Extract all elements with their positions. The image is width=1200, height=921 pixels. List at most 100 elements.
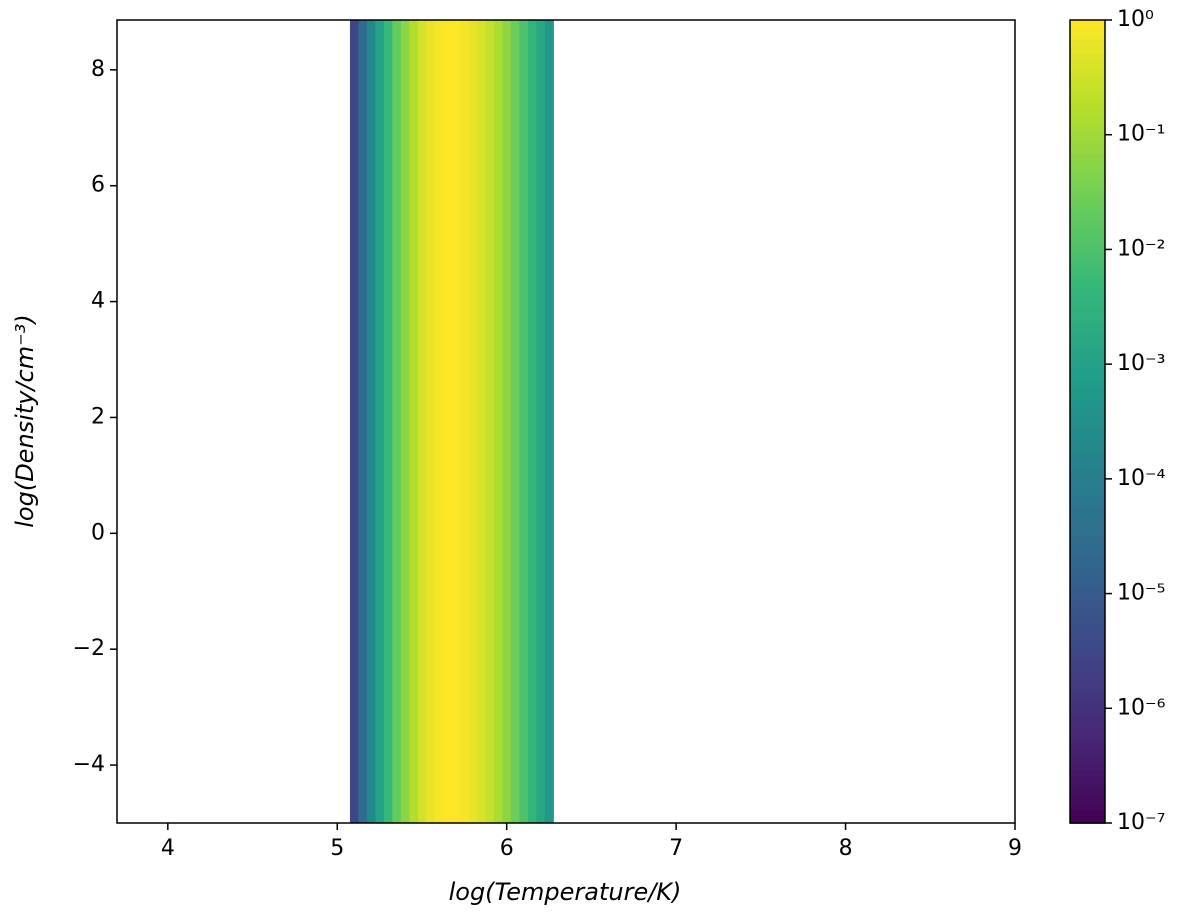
colorbar-gradient xyxy=(1070,280,1105,289)
heat-cell xyxy=(527,20,537,823)
colorbar-gradient xyxy=(1070,521,1105,530)
colorbar-gradient xyxy=(1070,347,1105,356)
colorbar-gradient xyxy=(1070,548,1105,557)
colorbar-tick-label: 10⁻⁶ xyxy=(1117,695,1166,720)
colorbar-gradient xyxy=(1070,86,1105,95)
colorbar-gradient xyxy=(1070,756,1105,764)
colorbar-gradient xyxy=(1070,742,1105,751)
colorbar-gradient xyxy=(1070,702,1105,711)
heat-cell xyxy=(502,20,512,823)
colorbar-gradient xyxy=(1070,789,1105,798)
colorbar-gradient xyxy=(1070,314,1105,322)
colorbar-gradient xyxy=(1070,434,1105,443)
colorbar-gradient xyxy=(1070,575,1105,583)
colorbar-gradient xyxy=(1070,448,1105,456)
heat-cell xyxy=(510,20,521,823)
heat-cell xyxy=(477,20,487,823)
colorbar-gradient xyxy=(1070,475,1105,483)
colorbar-gradient xyxy=(1070,301,1105,309)
colorbar-gradient xyxy=(1070,588,1105,597)
heat-cell xyxy=(383,20,393,823)
colorbar-gradient xyxy=(1070,207,1105,215)
colorbar-gradient xyxy=(1070,153,1105,162)
x-axis-label: log(Temperature/K) xyxy=(449,878,682,906)
colorbar-gradient xyxy=(1070,655,1105,664)
colorbar-gradient xyxy=(1070,381,1105,389)
colorbar-gradient xyxy=(1070,515,1105,523)
x-tick-label: 6 xyxy=(500,836,514,861)
colorbar-gradient xyxy=(1070,736,1105,744)
colorbar-gradient xyxy=(1070,642,1105,650)
colorbar-gradient xyxy=(1070,689,1105,697)
colorbar-gradient xyxy=(1070,495,1105,503)
y-tick-label: 8 xyxy=(91,57,105,82)
colorbar-gradient xyxy=(1070,127,1105,135)
colorbar-gradient xyxy=(1070,622,1105,630)
colorbar-gradient xyxy=(1070,454,1105,463)
y-tick-label: −2 xyxy=(73,636,105,661)
colorbar-tick-label: 10⁻² xyxy=(1117,236,1165,261)
colorbar-gradient xyxy=(1070,20,1105,28)
colorbar-gradient xyxy=(1070,40,1105,48)
colorbar-gradient xyxy=(1070,662,1105,670)
colorbar-gradient xyxy=(1070,401,1105,409)
heat-cell xyxy=(485,20,495,823)
colorbar-gradient xyxy=(1070,53,1105,61)
colorbar-gradient xyxy=(1070,80,1105,88)
colorbar-gradient xyxy=(1070,809,1105,818)
colorbar-gradient xyxy=(1070,120,1105,128)
colorbar-gradient xyxy=(1070,66,1105,75)
colorbar-gradient xyxy=(1070,729,1105,737)
colorbar-gradient xyxy=(1070,294,1105,302)
colorbar-gradient xyxy=(1070,287,1105,296)
colorbar-gradient xyxy=(1070,73,1105,82)
colorbar-gradient xyxy=(1070,106,1105,115)
colorbar-gradient xyxy=(1070,816,1105,824)
colorbar-gradient xyxy=(1070,227,1105,235)
heat-cell xyxy=(519,20,529,823)
colorbar-gradient xyxy=(1070,682,1105,690)
colorbar-gradient xyxy=(1070,508,1105,516)
y-tick-label: −4 xyxy=(73,752,105,777)
heat-cell xyxy=(358,20,368,823)
colorbar-gradient xyxy=(1070,46,1105,55)
x-tick-label: 4 xyxy=(161,836,175,861)
colorbar-gradient xyxy=(1070,388,1105,396)
colorbar-gradient xyxy=(1070,695,1105,704)
colorbar-gradient xyxy=(1070,113,1105,122)
colorbar-gradient xyxy=(1070,341,1105,349)
heat-cell xyxy=(366,20,376,823)
colorbar-gradient xyxy=(1070,26,1105,35)
x-tick-label: 5 xyxy=(330,836,344,861)
colorbar-gradient xyxy=(1070,374,1105,383)
colorbar-gradient xyxy=(1070,240,1105,249)
colorbar-frame xyxy=(1069,19,1106,824)
colorbar-gradient xyxy=(1070,274,1105,282)
colorbar-gradient xyxy=(1070,562,1105,570)
colorbar-gradient xyxy=(1070,602,1105,610)
colorbar-gradient xyxy=(1070,528,1105,537)
colorbar-gradient xyxy=(1070,535,1105,543)
heat-cell xyxy=(468,20,478,823)
colorbar-gradient xyxy=(1070,796,1105,804)
colorbar-gradient xyxy=(1070,441,1105,450)
y-axis-label: log(Density/cm⁻³) xyxy=(11,314,39,528)
colorbar-gradient xyxy=(1070,776,1105,784)
heat-cell xyxy=(536,20,546,823)
colorbar-gradient xyxy=(1070,468,1105,476)
colorbar-gradient xyxy=(1070,140,1105,148)
y-tick-label: 0 xyxy=(91,520,105,545)
x-tick-label: 8 xyxy=(839,836,853,861)
colorbar-gradient xyxy=(1070,254,1105,262)
heat-cell xyxy=(392,20,402,823)
colorbar-gradient xyxy=(1070,187,1105,195)
heat-cell xyxy=(493,20,504,823)
colorbar-gradient xyxy=(1070,782,1105,791)
colorbar-gradient xyxy=(1070,93,1105,102)
y-tick-label: 6 xyxy=(91,173,105,198)
colorbar-gradient xyxy=(1070,802,1105,811)
colorbar-gradient xyxy=(1070,722,1105,731)
colorbar-gradient xyxy=(1070,414,1105,423)
heat-cell xyxy=(443,20,453,823)
y-tick-label: 4 xyxy=(91,289,105,314)
